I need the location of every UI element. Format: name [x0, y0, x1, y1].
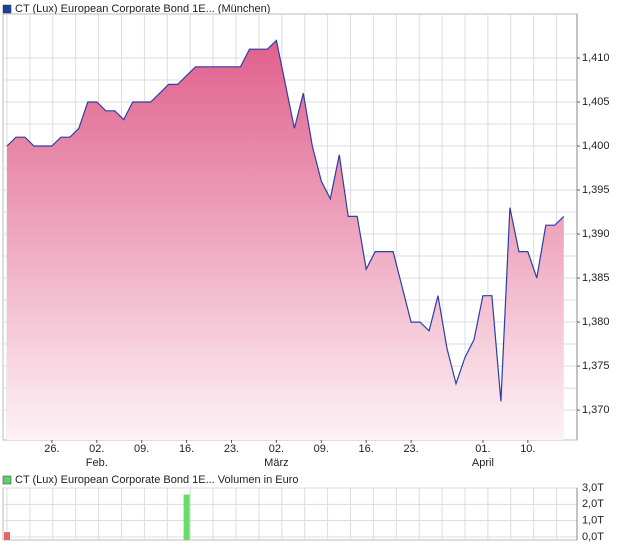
y-tick-label: 1,405 — [582, 96, 610, 108]
y-tick-label: 1,385 — [582, 272, 610, 284]
y-tick-label: 1,390 — [582, 228, 610, 240]
volume-bar — [4, 532, 10, 540]
x-month-label: März — [264, 457, 288, 469]
x-tick-label: 23. — [403, 443, 418, 455]
x-month-label: April — [472, 457, 494, 469]
y-tick-label: 1,370 — [582, 404, 610, 416]
y-tick-label: 1,0T — [582, 515, 604, 527]
y-tick-label: 1,395 — [582, 184, 610, 196]
x-tick-label: 01. — [475, 443, 490, 455]
area — [7, 40, 564, 441]
x-tick-label: 23. — [224, 443, 239, 455]
x-tick-label: 02. — [89, 443, 104, 455]
y-tick-label: 1,375 — [582, 360, 610, 372]
price-line — [6, 39, 565, 402]
x-tick-label: 09. — [314, 443, 329, 455]
y-tick-label: 1,380 — [582, 316, 610, 328]
y-tick-label: 2,0T — [582, 498, 604, 510]
x-tick-label: 10. — [520, 443, 535, 455]
y-tick-label: 3,0T — [582, 482, 604, 494]
y-tick-label: 0,0T — [582, 531, 604, 543]
x-tick-label: 09. — [134, 443, 149, 455]
volume-bar — [183, 494, 190, 540]
x-tick-label: 16. — [179, 443, 194, 455]
plot-frame — [2, 487, 578, 541]
x-tick-label: 16. — [359, 443, 374, 455]
legend-label: CT (Lux) European Corporate Bond 1E... (… — [15, 3, 270, 15]
x-tick-label: 02. — [269, 443, 284, 455]
y-tick-label: 1,410 — [582, 52, 610, 64]
legend-swatch — [2, 4, 12, 14]
legend-label: CT (Lux) European Corporate Bond 1E... V… — [15, 474, 299, 486]
x-month-label: Feb. — [86, 457, 108, 469]
x-tick-label: 26. — [44, 443, 59, 455]
y-tick-label: 1,400 — [582, 140, 610, 152]
legend-swatch — [2, 475, 12, 485]
